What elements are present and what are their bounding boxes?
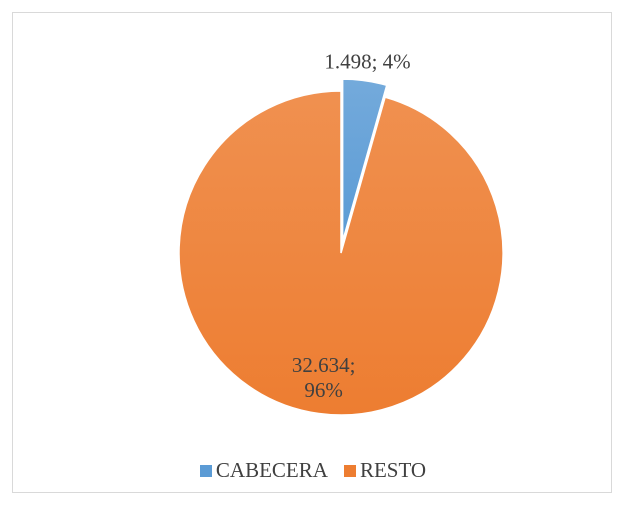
data-label: 1.498; 4% [324,49,411,74]
legend-item: CABECERA [199,458,328,483]
legend-label: RESTO [359,458,427,482]
legend: CABECERA RESTO [0,458,626,483]
legend-item: RESTO [343,458,427,483]
pie-slice [341,78,388,242]
legend-swatch [199,464,212,477]
data-label: 32.634; 96% [291,353,356,403]
chart-frame [12,12,612,493]
legend-label: CABECERA [215,458,328,482]
legend-swatch [343,464,356,477]
pie-slice [178,90,504,416]
